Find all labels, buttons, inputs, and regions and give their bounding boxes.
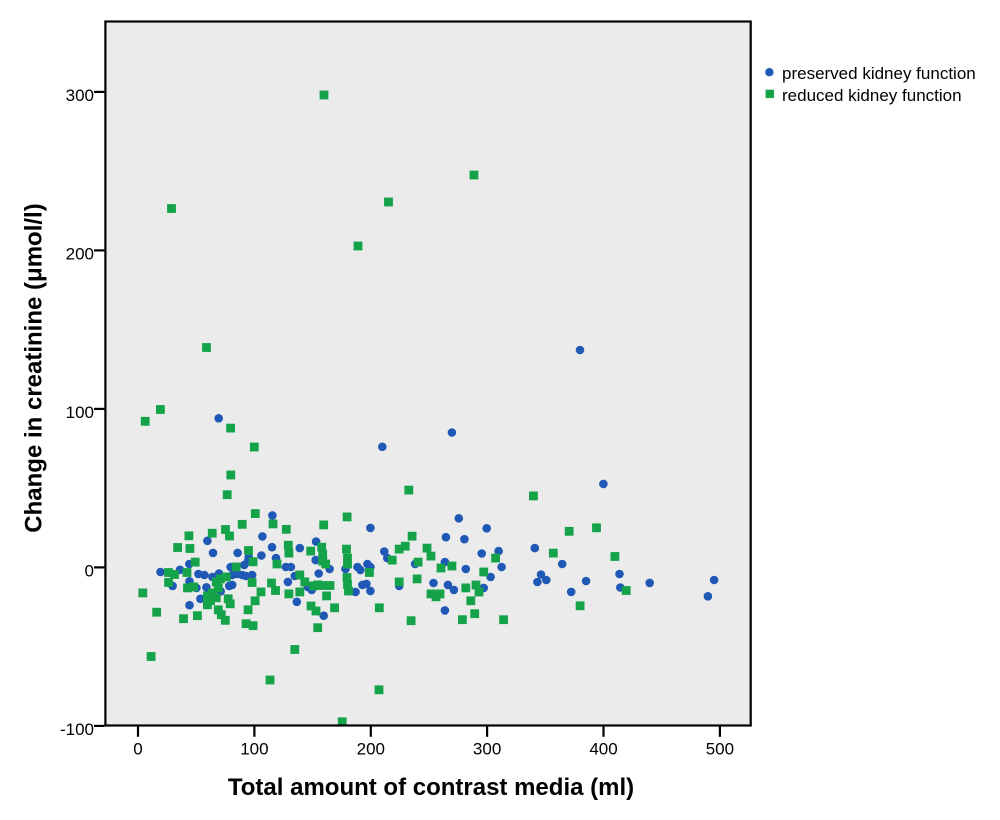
svg-text:100: 100 xyxy=(240,739,268,758)
svg-text:300: 300 xyxy=(473,739,501,758)
svg-text:Total amount of contrast media: Total amount of contrast media (ml) xyxy=(228,774,634,801)
svg-text:Change in creatinine (μmol/l): Change in creatinine (μmol/l) xyxy=(21,203,48,532)
svg-text:preserved kidney function: preserved kidney function xyxy=(782,64,976,83)
svg-text:100: 100 xyxy=(66,403,94,422)
svg-text:0: 0 xyxy=(133,739,142,758)
svg-text:500: 500 xyxy=(706,739,734,758)
svg-text:400: 400 xyxy=(589,739,617,758)
svg-text:200: 200 xyxy=(357,739,385,758)
svg-text:reduced kidney function: reduced kidney function xyxy=(782,86,962,105)
svg-text:300: 300 xyxy=(66,86,94,105)
svg-text:200: 200 xyxy=(66,244,94,263)
svg-text:-100: -100 xyxy=(60,720,94,739)
svg-text:0: 0 xyxy=(85,561,94,580)
